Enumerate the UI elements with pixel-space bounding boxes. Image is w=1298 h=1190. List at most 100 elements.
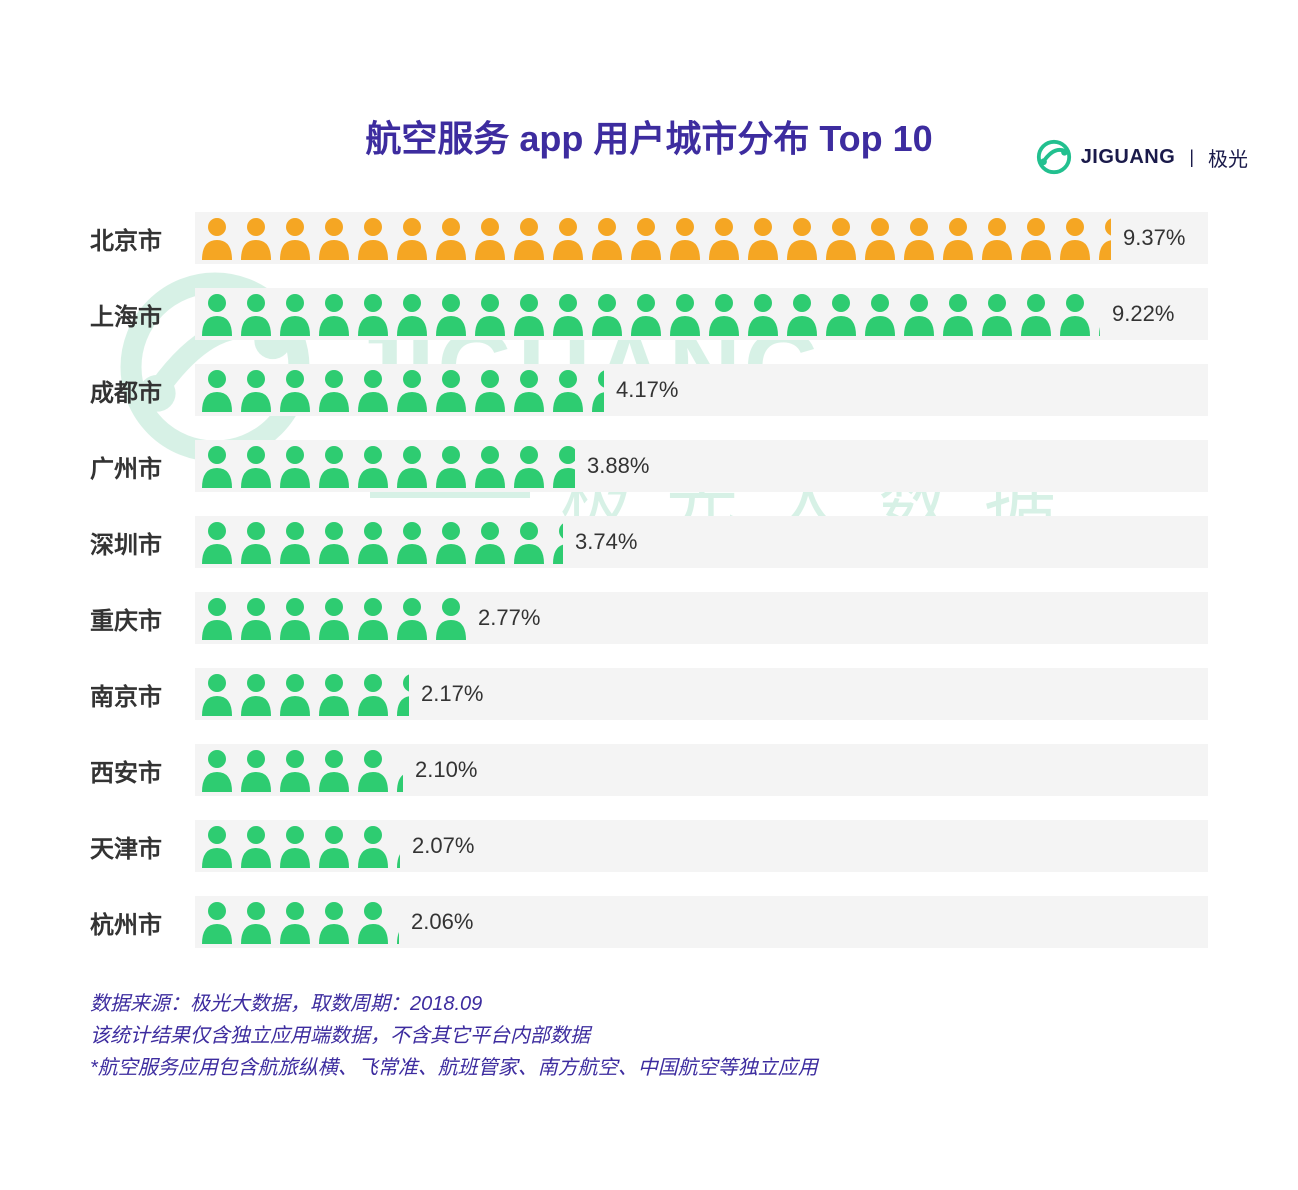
person-icon <box>472 520 508 564</box>
bar-track: 2.07% <box>195 820 1208 872</box>
person-icon <box>199 672 235 716</box>
person-icon <box>316 368 352 412</box>
value-label: 9.22% <box>1112 301 1174 327</box>
city-label: 重庆市 <box>90 601 195 636</box>
city-label: 天津市 <box>90 829 195 864</box>
person-icon <box>511 292 547 336</box>
person-icon <box>394 520 430 564</box>
person-icon <box>199 596 235 640</box>
person-icon <box>706 216 742 260</box>
city-label: 上海市 <box>90 297 195 332</box>
person-icon <box>862 292 898 336</box>
person-icon <box>394 444 430 488</box>
person-icon-partial <box>1096 292 1100 336</box>
value-label: 9.37% <box>1123 225 1185 251</box>
icons-wrap <box>195 444 575 488</box>
chart-rows: 北京市 <box>90 202 1208 958</box>
value-label: 2.10% <box>415 757 477 783</box>
bar-track: 3.88% <box>195 440 1208 492</box>
chart-row: 西安市 2.10% <box>90 734 1208 806</box>
person-icon <box>784 292 820 336</box>
value-label: 2.07% <box>412 833 474 859</box>
person-icon <box>550 368 586 412</box>
person-icon <box>511 216 547 260</box>
person-icon <box>316 596 352 640</box>
city-label: 南京市 <box>90 677 195 712</box>
person-icon <box>550 292 586 336</box>
logo-mark-icon <box>1035 138 1073 176</box>
person-icon <box>667 292 703 336</box>
person-icon-partial <box>550 520 563 564</box>
person-icon <box>199 824 235 868</box>
bar-track: 2.77% <box>195 592 1208 644</box>
person-icon <box>745 216 781 260</box>
person-icon <box>901 292 937 336</box>
person-icon <box>316 520 352 564</box>
person-icon <box>238 900 274 944</box>
person-icon <box>355 292 391 336</box>
city-label: 杭州市 <box>90 905 195 940</box>
person-icon <box>901 216 937 260</box>
person-icon <box>706 292 742 336</box>
person-icon <box>277 520 313 564</box>
value-label: 3.88% <box>587 453 649 479</box>
person-icon <box>745 292 781 336</box>
person-icon <box>628 216 664 260</box>
chart-row: 重庆市 2.77% <box>90 582 1208 654</box>
logo-text-en: JIGUANG <box>1081 146 1176 169</box>
chart-row: 北京市 <box>90 202 1208 274</box>
bar-track: 2.17% <box>195 668 1208 720</box>
icons-wrap <box>195 672 409 716</box>
person-icon <box>433 292 469 336</box>
person-icon <box>316 292 352 336</box>
chart-row: 成都市 4.17% <box>90 354 1208 426</box>
bar-track: 2.06% <box>195 896 1208 948</box>
person-icon <box>316 748 352 792</box>
city-label: 成都市 <box>90 373 195 408</box>
value-label: 2.06% <box>411 909 473 935</box>
person-icon <box>589 216 625 260</box>
person-icon <box>238 596 274 640</box>
person-icon-partial <box>550 444 575 488</box>
person-icon <box>979 292 1015 336</box>
bar-track: 3.74% <box>195 516 1208 568</box>
person-icon <box>355 672 391 716</box>
chart-row: 南京市 2.17% <box>90 658 1208 730</box>
icons-wrap <box>195 824 400 868</box>
bar-track: 2.10% <box>195 744 1208 796</box>
person-icon-partial <box>589 368 604 412</box>
person-icon <box>511 520 547 564</box>
person-icon <box>199 900 235 944</box>
bar-track: 4.17% <box>195 364 1208 416</box>
person-icon <box>433 368 469 412</box>
bar-track: 9.22% <box>195 288 1208 340</box>
value-label: 3.74% <box>575 529 637 555</box>
chart-row: 杭州市 2.06% <box>90 886 1208 958</box>
person-icon <box>355 520 391 564</box>
person-icon <box>238 748 274 792</box>
footer-line-3: *航空服务应用包含航旅纵横、飞常准、航班管家、南方航空、中国航空等独立应用 <box>90 1052 1208 1084</box>
person-icon <box>316 900 352 944</box>
person-icon <box>1057 216 1093 260</box>
person-icon <box>238 292 274 336</box>
value-label: 2.17% <box>421 681 483 707</box>
person-icon <box>433 520 469 564</box>
person-icon <box>355 748 391 792</box>
person-icon <box>394 292 430 336</box>
person-icon <box>238 824 274 868</box>
person-icon <box>472 444 508 488</box>
person-icon-partial <box>394 900 399 944</box>
brand-logo: JIGUANG | 极光 <box>1035 138 1248 176</box>
person-icon-partial <box>394 672 409 716</box>
person-icon <box>238 672 274 716</box>
person-icon <box>199 748 235 792</box>
person-icon <box>784 216 820 260</box>
footer-line-2: 该统计结果仅含独立应用端数据，不含其它平台内部数据 <box>90 1020 1208 1052</box>
person-icon <box>355 368 391 412</box>
person-icon <box>199 444 235 488</box>
icons-wrap <box>195 216 1111 260</box>
person-icon <box>355 444 391 488</box>
chart-row: 天津市 2.07% <box>90 810 1208 882</box>
person-icon-partial <box>1096 216 1111 260</box>
logo-divider: | <box>1189 147 1194 168</box>
